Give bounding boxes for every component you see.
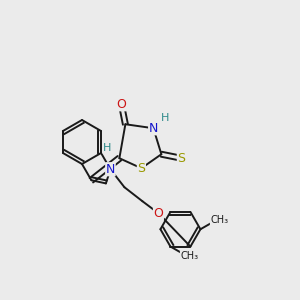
Text: O: O: [154, 207, 164, 220]
Text: H: H: [103, 143, 112, 153]
Text: CH₃: CH₃: [180, 250, 199, 261]
Text: N: N: [149, 122, 158, 135]
Text: S: S: [177, 152, 185, 165]
Text: H: H: [161, 113, 170, 123]
Text: N: N: [106, 163, 115, 176]
Text: S: S: [137, 162, 146, 175]
Text: O: O: [116, 98, 126, 111]
Text: CH₃: CH₃: [210, 215, 229, 225]
